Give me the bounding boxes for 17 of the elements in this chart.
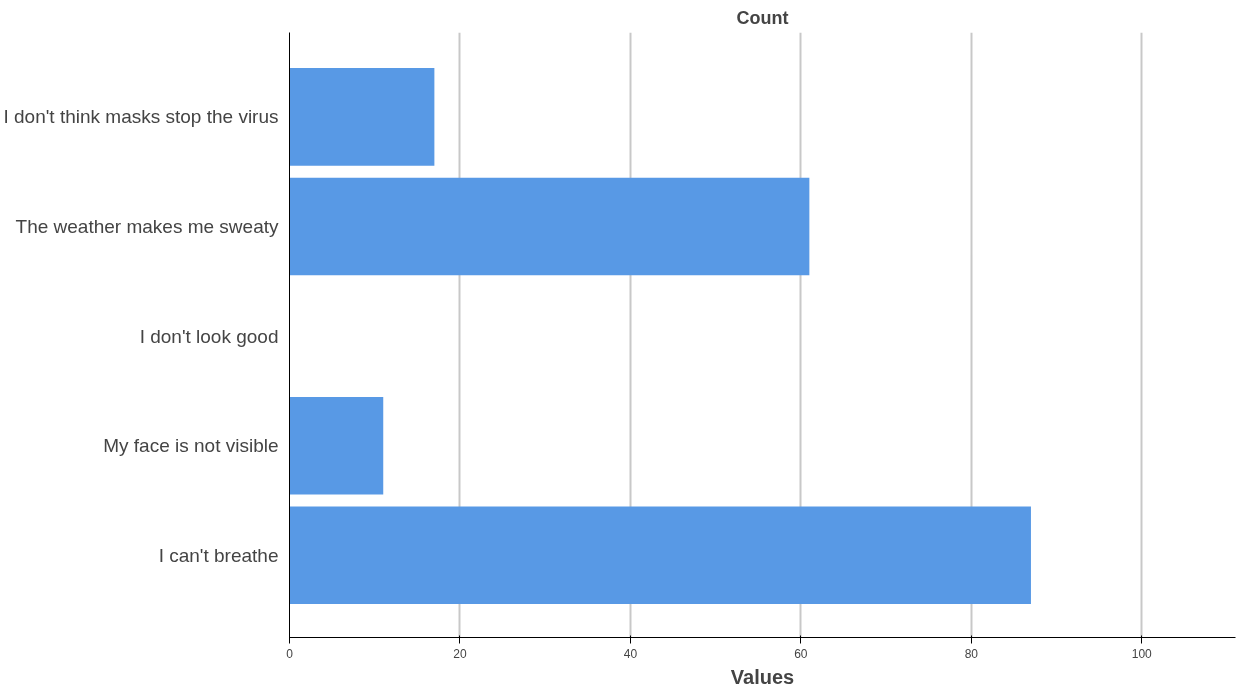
y-tick-label: I can't breathe (158, 544, 279, 566)
x-tick-label: 100 (1131, 646, 1153, 661)
bar (289, 68, 435, 166)
chart-title: Count (736, 7, 789, 28)
x-tick-label: 40 (623, 646, 638, 661)
y-tick-label: I don't think masks stop the virus (3, 106, 279, 128)
bar (289, 506, 1031, 605)
bar (289, 396, 384, 495)
y-tick-label: The weather makes me sweaty (15, 215, 279, 237)
x-tick-label: 0 (286, 646, 294, 661)
x-tick-label: 60 (794, 646, 808, 661)
y-tick-label: My face is not visible (103, 435, 279, 457)
x-tick-label: 80 (964, 646, 979, 661)
x-tick-label: 20 (453, 646, 467, 661)
x-axis-title: Values (730, 665, 795, 688)
bar (289, 177, 810, 276)
y-tick-label: I don't look good (139, 325, 279, 347)
